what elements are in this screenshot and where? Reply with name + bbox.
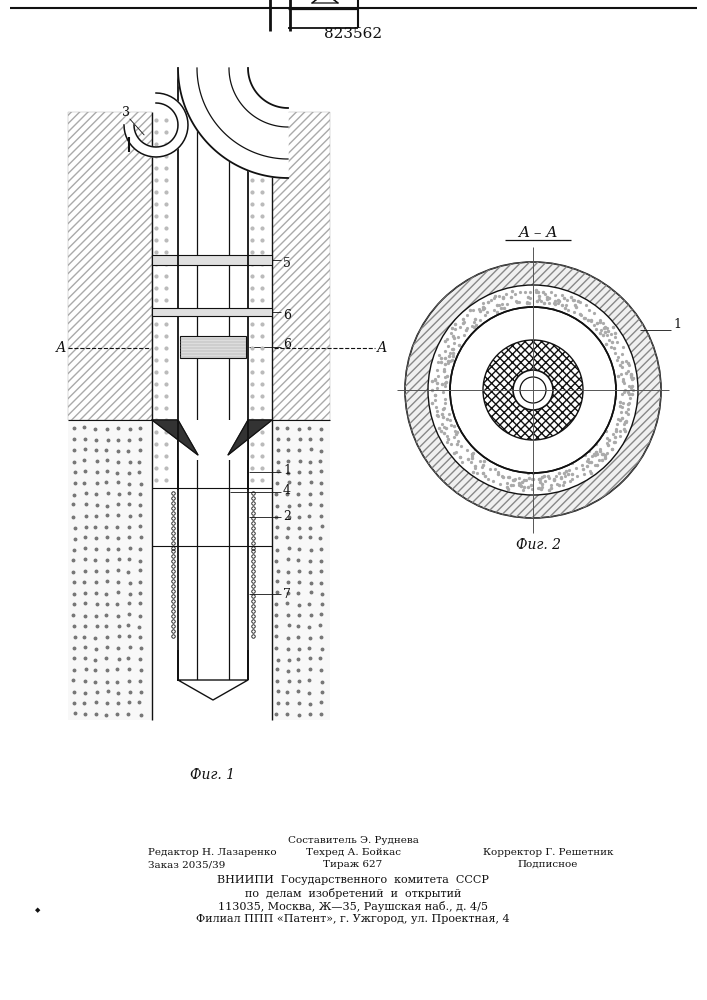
- Bar: [68, 112, 152, 420]
- Text: А: А: [56, 341, 66, 355]
- Text: 2: 2: [283, 510, 291, 524]
- Text: Корректор Г. Решетник: Корректор Г. Решетник: [483, 848, 613, 857]
- Bar: [152, 308, 272, 316]
- Circle shape: [513, 370, 553, 410]
- Circle shape: [428, 285, 638, 495]
- Text: 6: 6: [283, 309, 291, 322]
- Text: 4: 4: [283, 484, 291, 496]
- Polygon shape: [228, 420, 272, 455]
- Bar: [68, 420, 152, 720]
- Text: Заказ 2035/39: Заказ 2035/39: [148, 860, 226, 869]
- Text: Техред А. Бойкас: Техред А. Бойкас: [305, 848, 400, 857]
- Text: 823562: 823562: [324, 27, 382, 41]
- Text: ВНИИПИ  Государственного  комитета  СССР: ВНИИПИ Государственного комитета СССР: [217, 875, 489, 885]
- Text: 6: 6: [545, 363, 553, 376]
- Text: 6: 6: [283, 338, 291, 351]
- Circle shape: [405, 262, 661, 518]
- Polygon shape: [178, 680, 248, 700]
- Text: 1: 1: [283, 464, 291, 477]
- Text: Фиг. 2: Фиг. 2: [515, 538, 561, 552]
- Circle shape: [450, 307, 616, 473]
- Bar: [152, 255, 272, 265]
- Bar: [272, 420, 330, 720]
- Text: Подписное: Подписное: [518, 860, 578, 869]
- Text: 113035, Москва, Ж—35, Раушская наб., д. 4/5: 113035, Москва, Ж—35, Раушская наб., д. …: [218, 901, 488, 912]
- Text: 3: 3: [122, 105, 130, 118]
- Text: Составитель Э. Руднева: Составитель Э. Руднева: [288, 836, 419, 845]
- Text: Тираж 627: Тираж 627: [323, 860, 382, 869]
- Text: 4: 4: [561, 412, 569, 424]
- Circle shape: [520, 377, 546, 403]
- Bar: [272, 112, 330, 420]
- Polygon shape: [152, 420, 198, 455]
- Bar: [152, 112, 272, 720]
- Bar: [180, 336, 246, 358]
- Bar: [178, 420, 248, 460]
- Polygon shape: [325, 0, 338, 3]
- Text: 5: 5: [283, 257, 291, 270]
- Polygon shape: [312, 0, 325, 3]
- Text: 7: 7: [283, 587, 291, 600]
- Text: Фиг. 1: Фиг. 1: [190, 768, 235, 782]
- Text: по  делам  изобретений  и  открытий: по делам изобретений и открытий: [245, 888, 461, 899]
- Text: A – A: A – A: [518, 226, 558, 240]
- Text: Филиал ППП «Патент», г. Ужгород, ул. Проектная, 4: Филиал ППП «Патент», г. Ужгород, ул. Про…: [196, 914, 510, 924]
- Text: ◆: ◆: [35, 907, 41, 913]
- Polygon shape: [124, 93, 188, 157]
- Circle shape: [483, 340, 583, 440]
- Text: 1: 1: [673, 318, 681, 332]
- Text: Редактор Н. Лазаренко: Редактор Н. Лазаренко: [148, 848, 276, 857]
- Text: А: А: [377, 341, 387, 355]
- Polygon shape: [178, 68, 288, 178]
